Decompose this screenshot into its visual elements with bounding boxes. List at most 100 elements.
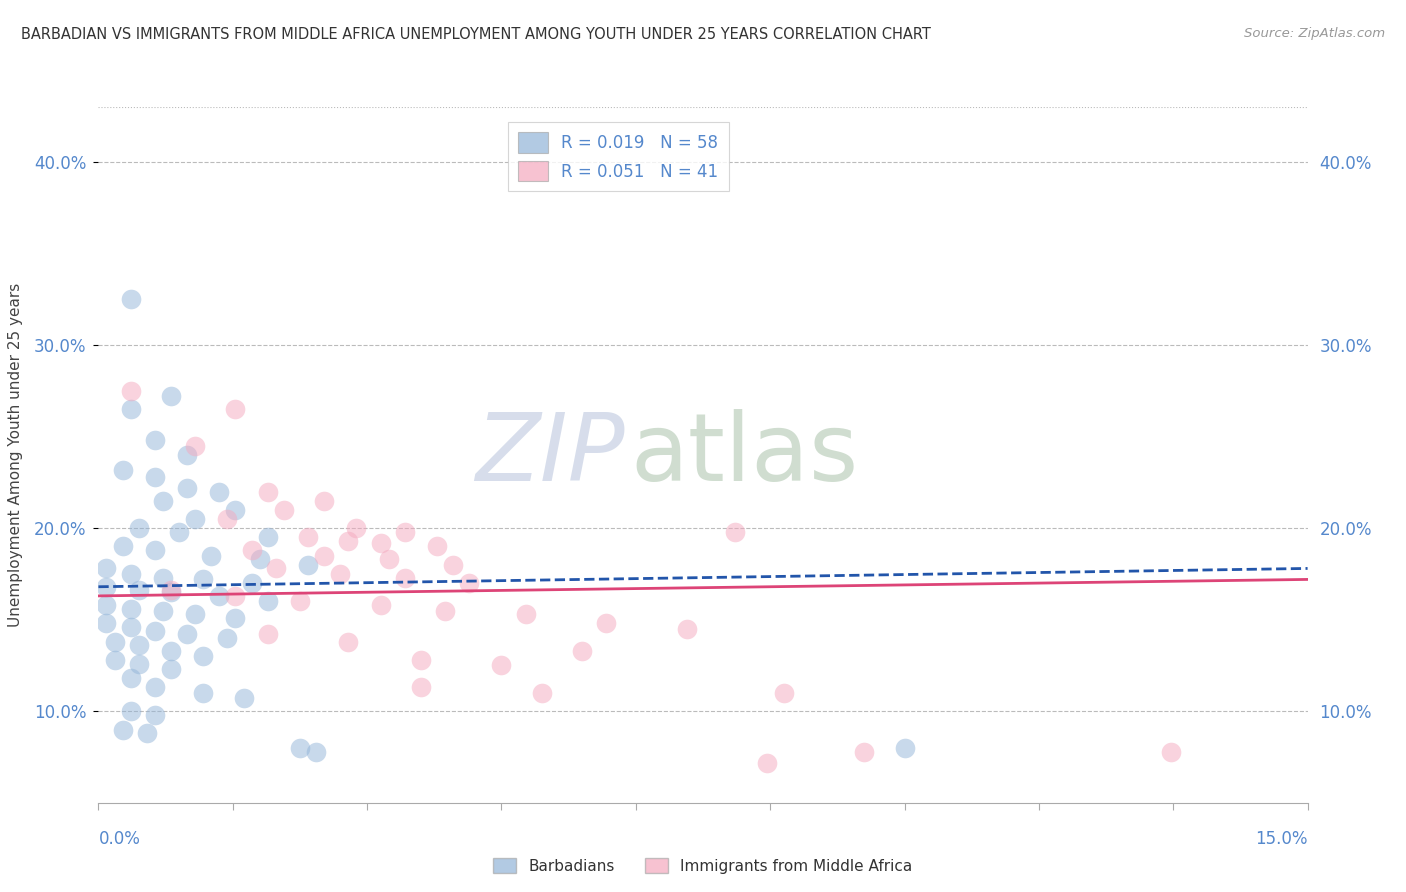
Point	[756, 756, 779, 770]
Point	[217, 631, 239, 645]
Point	[96, 561, 118, 575]
Point	[377, 552, 399, 566]
Point	[120, 566, 142, 581]
Point	[120, 384, 142, 398]
Point	[329, 566, 352, 581]
Point	[143, 543, 166, 558]
Point	[530, 686, 553, 700]
Point	[426, 540, 449, 554]
Point	[305, 745, 328, 759]
Point	[297, 530, 319, 544]
Text: BARBADIAN VS IMMIGRANTS FROM MIDDLE AFRICA UNEMPLOYMENT AMONG YOUTH UNDER 25 YEA: BARBADIAN VS IMMIGRANTS FROM MIDDLE AFRI…	[21, 27, 931, 42]
Point	[152, 603, 174, 617]
Point	[288, 594, 311, 608]
Point	[409, 681, 432, 695]
Point	[256, 627, 278, 641]
Point	[676, 622, 699, 636]
Point	[288, 740, 311, 755]
Point	[772, 686, 794, 700]
Point	[128, 638, 150, 652]
Point	[111, 462, 134, 476]
Point	[434, 603, 457, 617]
Point	[120, 620, 142, 634]
Legend: Barbadians, Immigrants from Middle Africa: Barbadians, Immigrants from Middle Afric…	[486, 852, 920, 880]
Point	[135, 726, 157, 740]
Point	[193, 686, 215, 700]
Point	[224, 402, 246, 417]
Point	[160, 389, 183, 403]
Point	[111, 540, 134, 554]
Point	[256, 484, 278, 499]
Point	[370, 536, 392, 550]
Point	[344, 521, 367, 535]
Point	[370, 598, 392, 612]
Point	[184, 512, 207, 526]
Point	[208, 484, 231, 499]
Point	[120, 402, 142, 417]
Point	[120, 704, 142, 718]
Point	[128, 521, 150, 535]
Point	[208, 589, 231, 603]
Point	[515, 607, 537, 622]
Text: 0.0%: 0.0%	[98, 830, 141, 847]
Legend: R = 0.019   N = 58, R = 0.051   N = 41: R = 0.019 N = 58, R = 0.051 N = 41	[508, 122, 728, 191]
Y-axis label: Unemployment Among Youth under 25 years: Unemployment Among Youth under 25 years	[8, 283, 22, 627]
Text: atlas: atlas	[630, 409, 859, 501]
Text: ZIP: ZIP	[475, 409, 624, 500]
Point	[314, 549, 336, 563]
Point	[160, 644, 183, 658]
Point	[152, 571, 174, 585]
Point	[273, 503, 295, 517]
Point	[264, 561, 287, 575]
Point	[249, 552, 271, 566]
Point	[337, 634, 360, 648]
Point	[217, 512, 239, 526]
Point	[441, 558, 464, 572]
Point	[256, 594, 278, 608]
Point	[167, 524, 190, 539]
Point	[297, 558, 319, 572]
Point	[256, 530, 278, 544]
Point	[143, 470, 166, 484]
Point	[193, 649, 215, 664]
Point	[111, 723, 134, 737]
Point	[176, 627, 198, 641]
Point	[143, 681, 166, 695]
Point	[724, 524, 747, 539]
Point	[143, 624, 166, 638]
Point	[120, 671, 142, 685]
Point	[240, 543, 263, 558]
Point	[409, 653, 432, 667]
Point	[394, 524, 416, 539]
Point	[571, 644, 593, 658]
Point	[120, 601, 142, 615]
Point	[103, 634, 125, 648]
Point	[176, 448, 198, 462]
Point	[103, 653, 125, 667]
Point	[160, 585, 183, 599]
Text: Source: ZipAtlas.com: Source: ZipAtlas.com	[1244, 27, 1385, 40]
Point	[176, 481, 198, 495]
Text: 15.0%: 15.0%	[1256, 830, 1308, 847]
Point	[893, 740, 915, 755]
Point	[232, 691, 254, 706]
Point	[128, 657, 150, 671]
Point	[143, 707, 166, 722]
Point	[337, 533, 360, 548]
Point	[224, 589, 246, 603]
Point	[224, 503, 246, 517]
Point	[120, 293, 142, 307]
Point	[458, 576, 481, 591]
Point	[394, 571, 416, 585]
Point	[96, 598, 118, 612]
Point	[184, 607, 207, 622]
Point	[96, 616, 118, 631]
Point	[143, 434, 166, 448]
Point	[160, 583, 183, 598]
Point	[1160, 745, 1182, 759]
Point	[96, 580, 118, 594]
Point	[240, 576, 263, 591]
Point	[160, 662, 183, 676]
Point	[595, 616, 617, 631]
Point	[224, 611, 246, 625]
